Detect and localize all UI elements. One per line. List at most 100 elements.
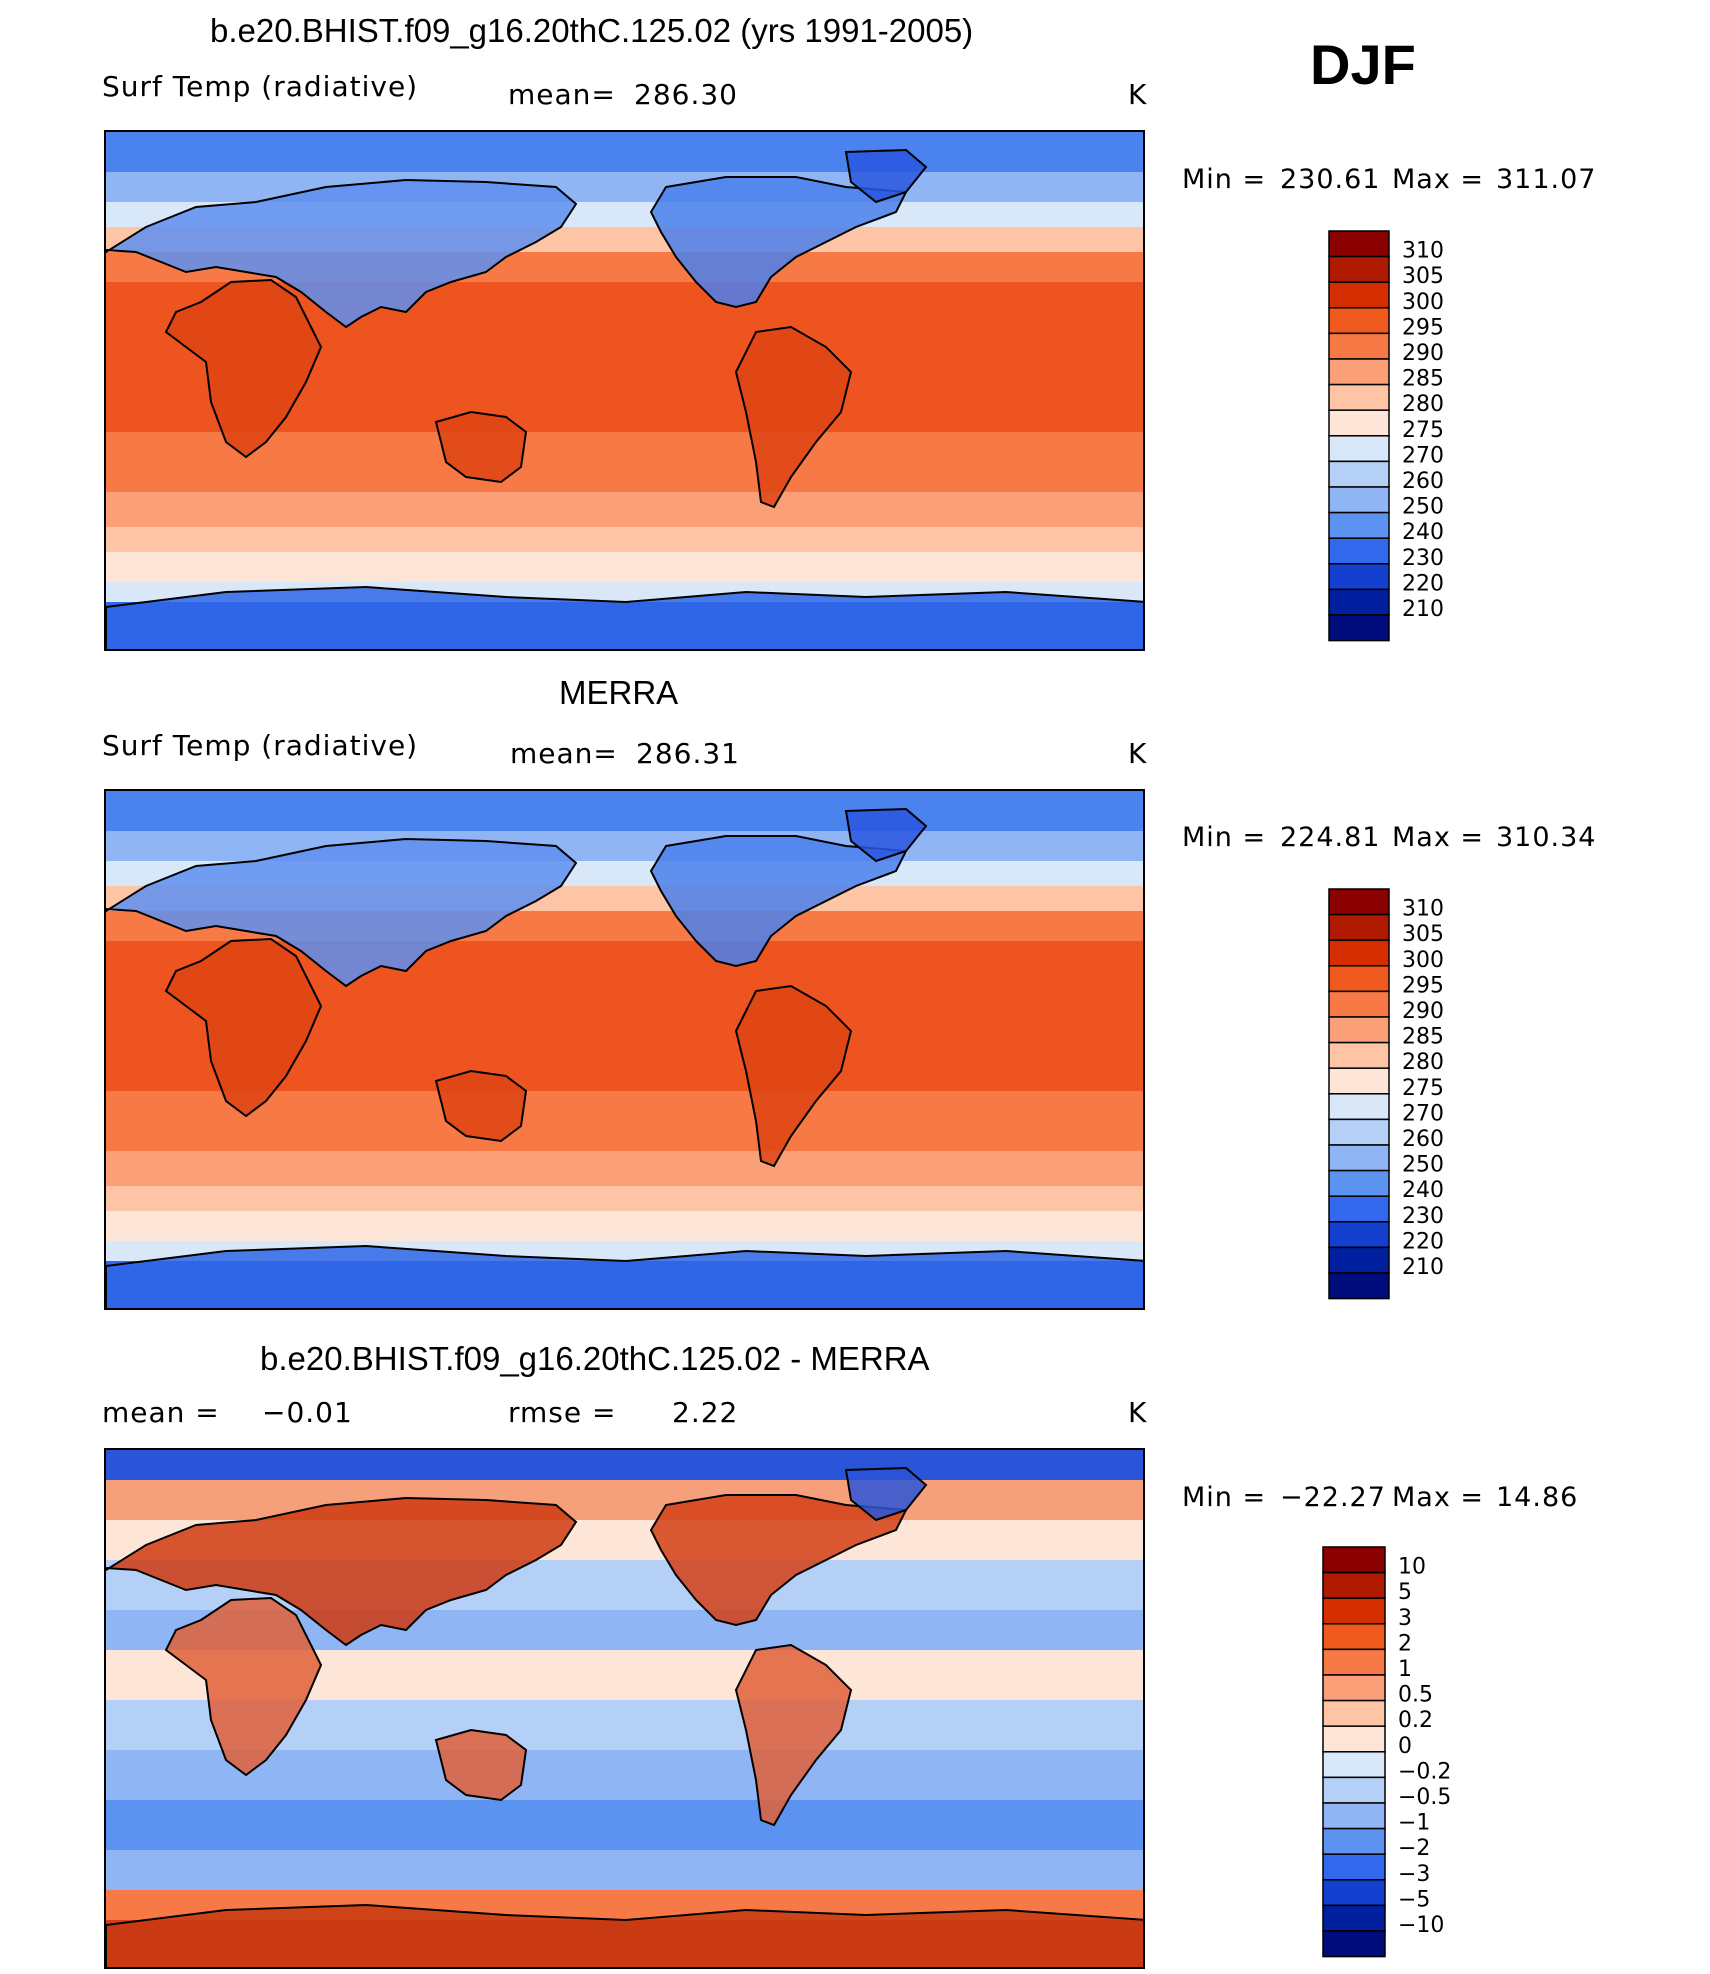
colorbar-swatch [1328, 939, 1390, 967]
panel-1-mean-label: mean= [508, 78, 616, 111]
field-band [106, 791, 1143, 831]
colorbar-tick-label: 210 [1402, 1255, 1444, 1280]
panel-1-max-label: Max = [1392, 164, 1485, 195]
field-band [106, 1211, 1143, 1241]
panel-3-mean-value: −0.01 [262, 1396, 353, 1429]
colorbar-tick-label: 285 [1402, 367, 1444, 392]
colorbar-swatch [1322, 1623, 1386, 1651]
panel-1-title: b.e20.BHIST.f09_g16.20thC.125.02 (yrs 19… [210, 12, 974, 49]
panel-2-colorbar: 310 305 300 295 290 285 280 275 270 260 250 240 230 2… [1328, 888, 1488, 1302]
colorbar-tick-label: −5 [1398, 1887, 1430, 1912]
continent-outline [434, 410, 528, 484]
colorbar-swatch [1322, 1597, 1386, 1625]
colorbar-swatch [1322, 1674, 1386, 1702]
colorbar-swatch [1328, 255, 1390, 283]
panel-1-mean-value: 286.30 [634, 78, 738, 111]
field-band [106, 527, 1143, 552]
colorbar-swatch [1328, 1041, 1390, 1069]
colorbar-tick-label: 240 [1402, 1178, 1444, 1203]
continent-outline [106, 1496, 578, 1647]
colorbar-tick-label: 210 [1402, 597, 1444, 622]
colorbar-swatch [1322, 1699, 1386, 1727]
field-band [106, 492, 1143, 527]
colorbar-swatch [1328, 1093, 1390, 1121]
field-band [106, 1800, 1143, 1850]
continent-outline [734, 984, 853, 1168]
colorbar-tick-label: 295 [1402, 315, 1444, 340]
panel-3-colorbar: 10 5 3 2 1 0.5 0.2 0 −0.2 −0.5 −1 −2 −3 −5 −10 [1322, 1546, 1482, 1960]
field-band [106, 1186, 1143, 1211]
colorbar-tick-label: 3 [1398, 1606, 1412, 1631]
colorbar-swatch [1322, 1546, 1386, 1574]
colorbar-tick-label: 305 [1402, 922, 1444, 947]
panel-3-map [104, 1448, 1145, 1969]
panel-1-max-value: 311.07 [1496, 164, 1597, 195]
continent-outline [649, 835, 908, 968]
panel-2-variable-label: Surf Temp (radiative) [102, 729, 419, 762]
panel-3-min-label: Min = [1182, 1482, 1267, 1513]
colorbar-swatch [1328, 913, 1390, 941]
panel-1-min-label: Min = [1182, 164, 1267, 195]
panel-3-max-value: 14.86 [1496, 1482, 1579, 1513]
colorbar-swatch [1328, 460, 1390, 488]
continent-outline [844, 1466, 928, 1522]
colorbar-tick-label: 250 [1402, 1153, 1444, 1178]
colorbar-swatch [1322, 1802, 1386, 1830]
colorbar-swatch [1322, 1827, 1386, 1855]
colorbar-swatch [1328, 1118, 1390, 1146]
colorbar-swatch [1328, 1221, 1390, 1249]
field-band [106, 831, 1143, 861]
continent-outline [734, 325, 853, 509]
colorbar-swatch [1328, 614, 1390, 642]
panel-2-max-value: 310.34 [1496, 822, 1597, 853]
colorbar-swatch [1328, 332, 1390, 360]
colorbar-swatch [1328, 965, 1390, 993]
colorbar-tick-label: 260 [1402, 469, 1444, 494]
colorbar-swatch [1322, 1648, 1386, 1676]
season-label: DJF [1310, 33, 1416, 96]
continent-outline [434, 1069, 528, 1143]
colorbar-tick-label: 290 [1402, 341, 1444, 366]
colorbar-swatch [1322, 1571, 1386, 1599]
panel-1-min-value: 230.61 [1280, 164, 1381, 195]
field-band [106, 1480, 1143, 1520]
colorbar-swatch [1328, 307, 1390, 335]
colorbar-swatch [1328, 383, 1390, 411]
colorbar-swatch [1322, 1853, 1386, 1881]
continent-outline [106, 585, 1143, 649]
field-band [106, 1850, 1143, 1890]
panel-1-map [104, 130, 1145, 651]
colorbar-swatch [1328, 358, 1390, 386]
colorbar-swatch [1328, 230, 1390, 258]
colorbar-tick-label: 310 [1402, 897, 1444, 922]
panel-1-units: K [1128, 78, 1148, 111]
colorbar-tick-label: 280 [1402, 392, 1444, 417]
colorbar-tick-label: 305 [1402, 264, 1444, 289]
colorbar-tick-label: 0.5 [1398, 1683, 1433, 1708]
colorbar-tick-label: 230 [1402, 546, 1444, 571]
colorbar-swatch [1328, 990, 1390, 1018]
field-band [106, 1151, 1143, 1186]
colorbar-tick-label: 310 [1402, 239, 1444, 264]
panel-3-rmse-label: rmse = [508, 1396, 617, 1429]
panel-2-mean-label: mean= [510, 737, 618, 770]
colorbar-swatch [1322, 1930, 1386, 1958]
continent-outline [106, 837, 578, 988]
panel-3-min-value: −22.27 [1280, 1482, 1386, 1513]
panel-3-max-label: Max = [1392, 1482, 1485, 1513]
field-band [106, 1091, 1143, 1151]
colorbar-swatch [1328, 409, 1390, 437]
colorbar-swatch [1328, 1169, 1390, 1197]
continent-outline [106, 1903, 1143, 1967]
colorbar-swatch [1328, 1272, 1390, 1300]
colorbar-swatch [1328, 1246, 1390, 1274]
colorbar-tick-label: 250 [1402, 495, 1444, 520]
colorbar-swatch [1328, 1016, 1390, 1044]
colorbar-tick-label: 295 [1402, 973, 1444, 998]
colorbar-swatch [1328, 435, 1390, 463]
colorbar-tick-label: 220 [1402, 1229, 1444, 1254]
colorbar-tick-label: 0 [1398, 1734, 1412, 1759]
continent-outline [734, 1643, 853, 1827]
colorbar-tick-label: −10 [1398, 1913, 1444, 1938]
colorbar-swatch [1328, 486, 1390, 514]
